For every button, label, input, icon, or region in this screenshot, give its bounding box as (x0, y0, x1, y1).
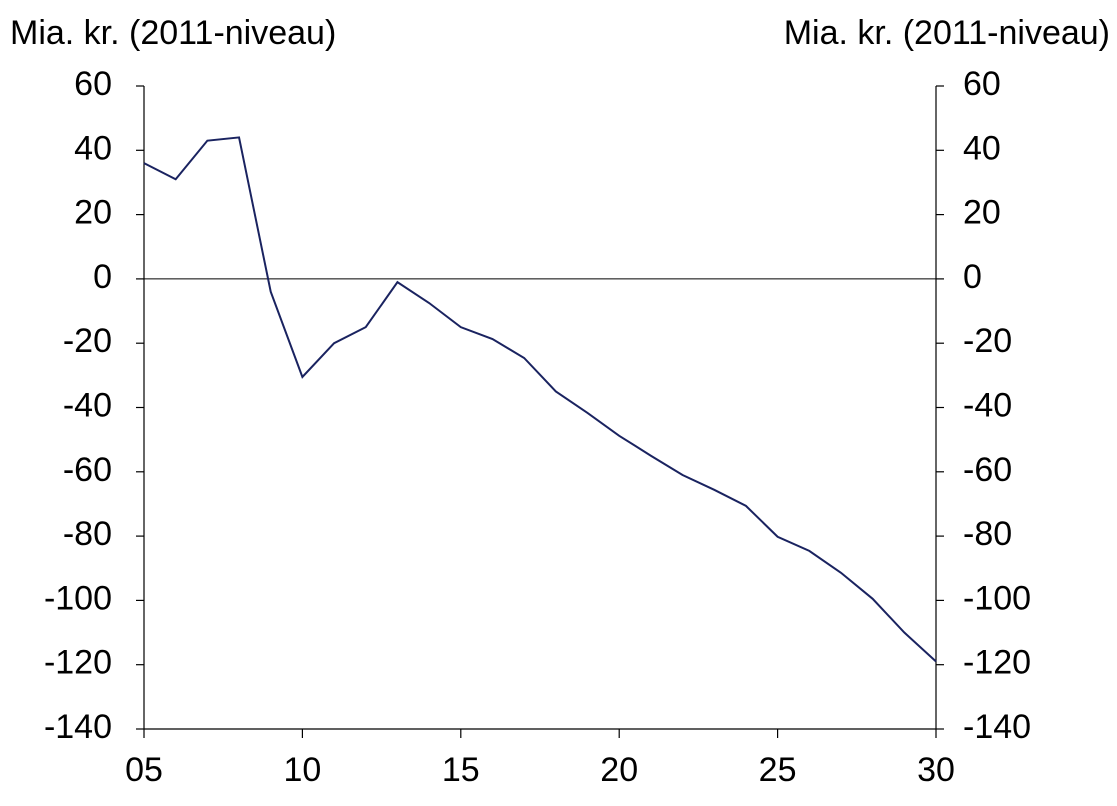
y-tick-label: -60 (63, 451, 112, 489)
y2-tick-label: 0 (963, 258, 982, 296)
y-tick-label: -140 (44, 708, 112, 746)
y-tick-label: 40 (74, 129, 112, 167)
y2-axis-label: Mia. kr. (2011-niveau) (784, 14, 1110, 52)
y-tick-label: 0 (93, 258, 112, 296)
y2-tick-label: -140 (963, 708, 1031, 746)
y2-tick-label: -120 (963, 644, 1031, 682)
y2-tick-label: -60 (963, 451, 1012, 489)
y-tick-label: -100 (44, 579, 112, 617)
x-tick-label: 20 (600, 751, 638, 789)
x-tick-label: 10 (283, 751, 321, 789)
y2-tick-label: -80 (963, 515, 1012, 553)
y-tick-label: -80 (63, 515, 112, 553)
y2-tick-label: -40 (963, 386, 1012, 424)
y-axis-label: Mia. kr. (2011-niveau) (10, 14, 336, 52)
y2-tick-label: -100 (963, 579, 1031, 617)
y-tick-label: -120 (44, 644, 112, 682)
x-tick-label: 30 (917, 751, 955, 789)
y-tick-label: 60 (74, 65, 112, 103)
y2-tick-label: 20 (963, 194, 1001, 232)
y-tick-label: -40 (63, 386, 112, 424)
x-tick-label: 25 (759, 751, 797, 789)
y-tick-label: 20 (74, 194, 112, 232)
y2-tick-label: 40 (963, 129, 1001, 167)
y2-tick-label: 60 (963, 65, 1001, 103)
y2-tick-label: -20 (963, 322, 1012, 360)
x-tick-label: 05 (125, 751, 163, 789)
data-line (143, 136, 937, 663)
y-tick-label: -20 (63, 322, 112, 360)
x-tick-label: 15 (442, 751, 480, 789)
